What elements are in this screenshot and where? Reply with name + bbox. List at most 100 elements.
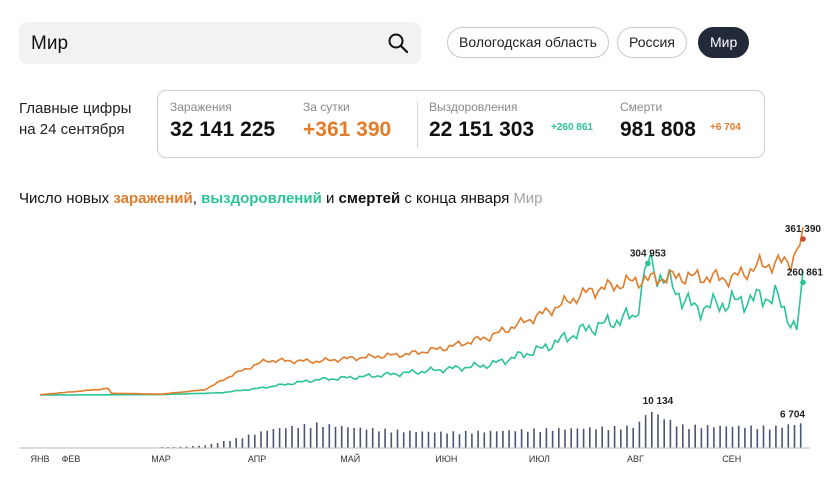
death-bar xyxy=(229,441,231,448)
death-bar xyxy=(285,428,287,448)
infections-line xyxy=(39,227,804,396)
death-bar xyxy=(216,443,219,448)
region-chip-russia[interactable]: Россия xyxy=(617,27,687,58)
death-bar xyxy=(799,423,802,448)
death-bar xyxy=(495,431,498,448)
death-bar xyxy=(682,424,684,448)
month-label: ЯНВ xyxy=(30,454,49,464)
death-bar xyxy=(638,421,641,448)
death-bar xyxy=(632,428,634,448)
death-bar xyxy=(558,428,560,448)
month-label: ИЮН xyxy=(435,454,457,464)
recoveries-peak-dot xyxy=(645,260,651,267)
death-bar xyxy=(402,432,405,448)
death-bar xyxy=(508,430,510,448)
month-label: МАР xyxy=(151,454,171,464)
death-bar xyxy=(570,428,572,448)
death-bar xyxy=(210,443,213,448)
death-bar xyxy=(589,427,591,448)
death-bar xyxy=(775,425,777,448)
search-icon[interactable] xyxy=(387,32,409,54)
region-chip-world[interactable]: Мир xyxy=(698,27,750,58)
death-bar xyxy=(576,428,579,448)
main-figures-date: на 24 сентября xyxy=(19,121,125,138)
death-bar xyxy=(744,427,746,448)
death-bar xyxy=(384,428,386,448)
month-labels: ЯНВ ФЕВ МАР АПР МАЙ ИЮН ИЮЛ АВГ СЕН xyxy=(30,453,741,464)
death-bar xyxy=(489,430,492,448)
death-bar xyxy=(756,429,759,448)
chart-markers: 361 390 260 861 304 953 10 134 6 704 xyxy=(630,224,824,421)
death-bar xyxy=(477,430,479,448)
covid-chart: ЯНВ ФЕВ МАР АПР МАЙ ИЮН ИЮЛ АВГ СЕН 361 390 260 8… xyxy=(19,224,824,464)
search-box[interactable]: Мир xyxy=(19,22,421,64)
death-bar xyxy=(514,431,517,448)
death-bar xyxy=(607,430,610,448)
death-bar xyxy=(527,431,529,448)
month-label: ФЕВ xyxy=(62,454,81,464)
chart-heading-region: Мир xyxy=(513,190,543,207)
month-label: ИЮЛ xyxy=(529,454,550,464)
stats-divider xyxy=(417,101,418,148)
recoveries-last-label: 260 861 xyxy=(787,267,824,278)
death-bar xyxy=(247,434,250,448)
death-bar xyxy=(291,425,293,448)
death-bar xyxy=(241,438,244,448)
death-bar xyxy=(781,427,783,448)
search-input[interactable]: Мир xyxy=(31,33,69,54)
death-bar xyxy=(421,431,424,448)
death-bar xyxy=(322,427,324,448)
death-bar xyxy=(502,430,504,448)
main-figures-title: Главные цифры на 24 сентября xyxy=(19,98,131,140)
death-bar xyxy=(651,411,653,448)
death-bar xyxy=(309,427,312,448)
death-bar xyxy=(396,429,399,448)
death-bar xyxy=(564,429,566,448)
death-bar xyxy=(731,426,734,448)
death-bar xyxy=(303,424,306,448)
death-bar xyxy=(793,425,796,448)
stat-infections-label: Заражения xyxy=(170,100,232,114)
death-bar xyxy=(520,429,523,448)
death-bar xyxy=(328,424,331,448)
stat-recovered-label: Выздоровления xyxy=(429,100,518,114)
death-bar xyxy=(446,433,448,448)
death-bar xyxy=(409,430,411,448)
death-bar xyxy=(545,428,548,448)
death-bar xyxy=(582,428,585,448)
death-bar xyxy=(192,446,194,448)
death-bar xyxy=(390,432,393,448)
infections-max-dot xyxy=(800,236,806,242)
main-figures-heading: Главные цифры xyxy=(19,100,132,117)
stats-card: Заражения 32 141 225 За сутки +361 390 В… xyxy=(157,90,765,158)
recoveries-last-dot xyxy=(800,279,806,286)
death-bar xyxy=(260,431,262,448)
death-bar xyxy=(185,446,188,448)
death-bar xyxy=(334,427,337,448)
death-bar xyxy=(266,430,268,448)
stat-recovered-delta: +260 861 xyxy=(551,122,593,133)
region-chip-vologda[interactable]: Вологодская область xyxy=(447,27,609,58)
death-bar xyxy=(675,426,678,448)
death-bar xyxy=(694,424,696,448)
death-bar xyxy=(440,431,442,448)
death-bar xyxy=(471,433,473,448)
death-bar xyxy=(644,415,647,448)
death-bar xyxy=(657,414,659,448)
death-bar xyxy=(235,438,237,448)
chart-heading-infections: заражений xyxy=(113,190,193,207)
death-bar xyxy=(198,445,200,448)
stat-deaths-label: Смерти xyxy=(620,100,663,114)
month-label: СЕН xyxy=(722,454,741,464)
stat-daily: За сутки +361 390 xyxy=(303,100,391,142)
death-bar xyxy=(613,425,616,448)
death-bar xyxy=(737,425,740,448)
death-bar xyxy=(297,428,299,448)
recoveries-line xyxy=(40,253,804,396)
chart-heading: Число новых заражений, выздоровлений и с… xyxy=(19,190,543,207)
stat-deaths-delta: +6 704 xyxy=(710,122,741,133)
stat-recovered-value: 22 151 303 xyxy=(429,118,535,141)
chart-heading-deaths: смертей xyxy=(338,190,401,207)
death-bar xyxy=(700,428,703,448)
death-bar xyxy=(254,434,256,448)
